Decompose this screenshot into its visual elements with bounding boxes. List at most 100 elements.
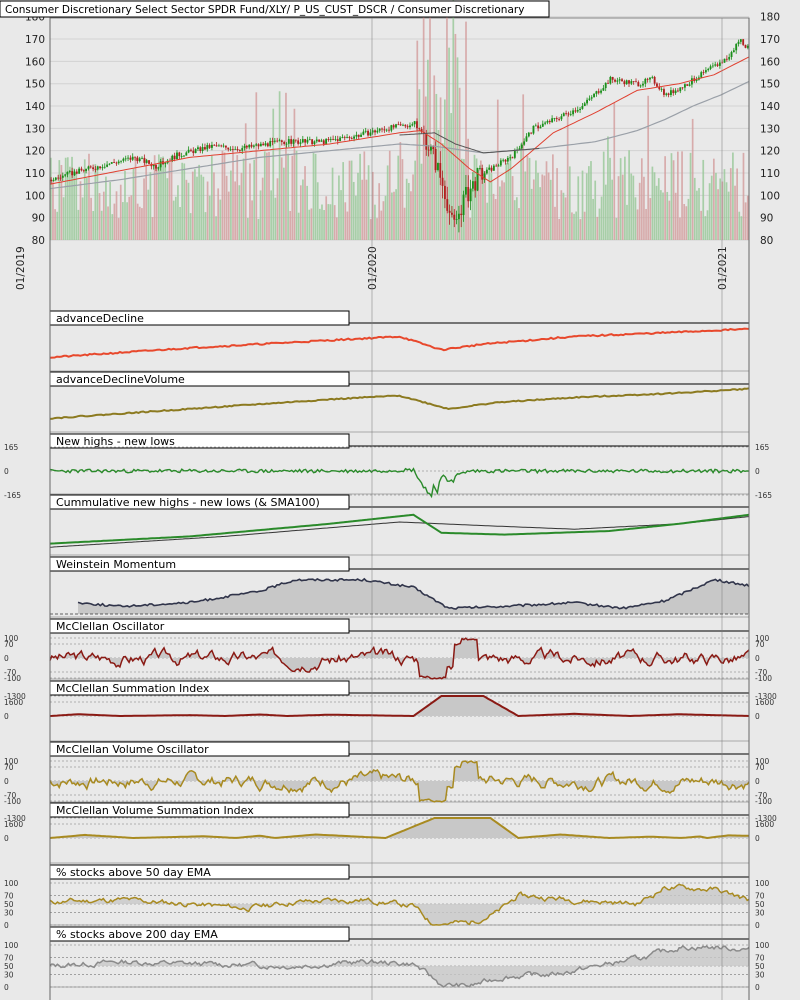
panel-y-tick-left: 0 [4,712,9,721]
panel-y-tick-right: 0 [755,712,760,721]
volume-bar [164,163,167,240]
candle-body [297,140,300,144]
volume-bar [638,182,641,240]
candle-body [672,90,675,94]
candle-body [427,149,430,151]
volume-bar [499,186,501,240]
volume-bar [541,174,544,240]
volume-bar [202,176,205,240]
panel-y-tick-left: -100 [4,674,21,683]
candle-body [453,214,456,220]
price-y-tick-left: 90 [32,213,45,225]
volume-bar [443,99,446,240]
volume-bar [585,173,588,240]
volume-bar [187,182,190,240]
candle-body [220,145,223,147]
price-y-tick-left: 160 [25,56,45,68]
volume-bar [397,155,400,240]
volume-bar [278,91,281,241]
candle-body [614,79,616,82]
panel-y-tick-left: 30 [4,908,14,917]
panel-y-tick-left: 0 [4,921,9,930]
volume-bar [98,193,101,240]
volume-bar [537,172,539,240]
volume-bar [560,190,563,240]
candle-body [127,157,129,159]
candle-body [597,91,600,93]
volume-bar [412,174,414,240]
candle-body [385,129,388,131]
candle-body [388,129,390,131]
candle-body [730,52,733,58]
candle-body [159,161,162,168]
candle-body [506,157,509,162]
candle-body [488,167,491,170]
panel-y-tick-left: 30 [4,970,14,979]
candle-body [136,157,139,162]
candle-body [292,139,295,144]
candle-body [646,78,649,80]
price-y-tick-right: 130 [760,123,780,135]
volume-bar [479,160,482,240]
candle-body [138,158,141,162]
volume-bar [698,188,700,240]
volume-bar [554,206,556,240]
candle-body [334,139,337,141]
candle-body [269,141,272,147]
candle-body [707,68,710,71]
volume-bar [706,210,709,240]
candle-body [213,144,216,146]
candle-body [206,145,209,150]
volume-bar [266,152,268,240]
candle-body [623,81,626,85]
volume-bar [352,181,355,240]
candle-body [732,50,735,53]
panel-y-tick-right: 30 [755,970,765,979]
volume-bar [556,168,558,240]
volume-bar [79,181,82,240]
volume-bar [183,163,186,240]
candle-body [341,137,344,139]
price-y-tick-right: 150 [760,79,780,91]
candle-body [350,138,353,139]
candle-body [409,125,411,128]
volume-bar [158,154,160,240]
volume-bar [342,162,345,240]
volume-bar [450,113,453,240]
panel-y-tick-right: 70 [755,954,765,963]
candle-body [283,141,286,144]
candle-body [392,125,395,128]
candle-body [262,143,265,146]
panel-y-tick-right: 70 [755,763,765,772]
candle-body [152,164,155,167]
volume-bar [632,175,635,240]
candle-body [530,132,533,134]
candle-body [73,171,76,176]
candle-body [397,124,400,126]
volume-bar [253,159,256,240]
candle-body [115,162,118,164]
volume-bar [100,210,103,240]
volume-bar [225,175,228,240]
panel-y-tick-left: 70 [4,640,14,649]
candle-body [353,136,355,139]
volume-bar [545,161,548,240]
volume-bar [302,179,304,240]
volume-bar [138,206,141,240]
candle-body [683,84,686,88]
panel-y-tick-right: -70 [755,668,767,677]
volume-bar [482,170,484,240]
candle-body [560,116,563,120]
candle-body [448,210,451,213]
volume-bar [672,160,675,240]
price-y-tick-left: 170 [25,34,45,46]
volume-bar [602,151,605,240]
candle-body [690,78,693,85]
volume-bar [130,195,133,240]
volume-bar [280,157,283,240]
candle-body [434,148,437,171]
panel-label: advanceDeclineVolume [56,373,185,386]
panel-label: Cummulative new highs - new lows (& SMA1… [56,496,320,509]
volume-bar [568,166,571,240]
volume-bar [223,152,226,240]
